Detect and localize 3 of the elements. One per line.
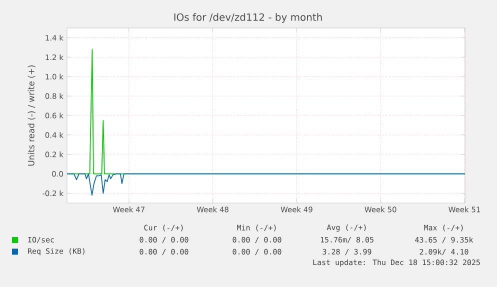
y-axis-title: Units read (-) / write (+)	[28, 65, 36, 166]
line-series	[67, 173, 466, 196]
chart-title: IOs for /dev/zd112 - by month	[174, 13, 322, 23]
